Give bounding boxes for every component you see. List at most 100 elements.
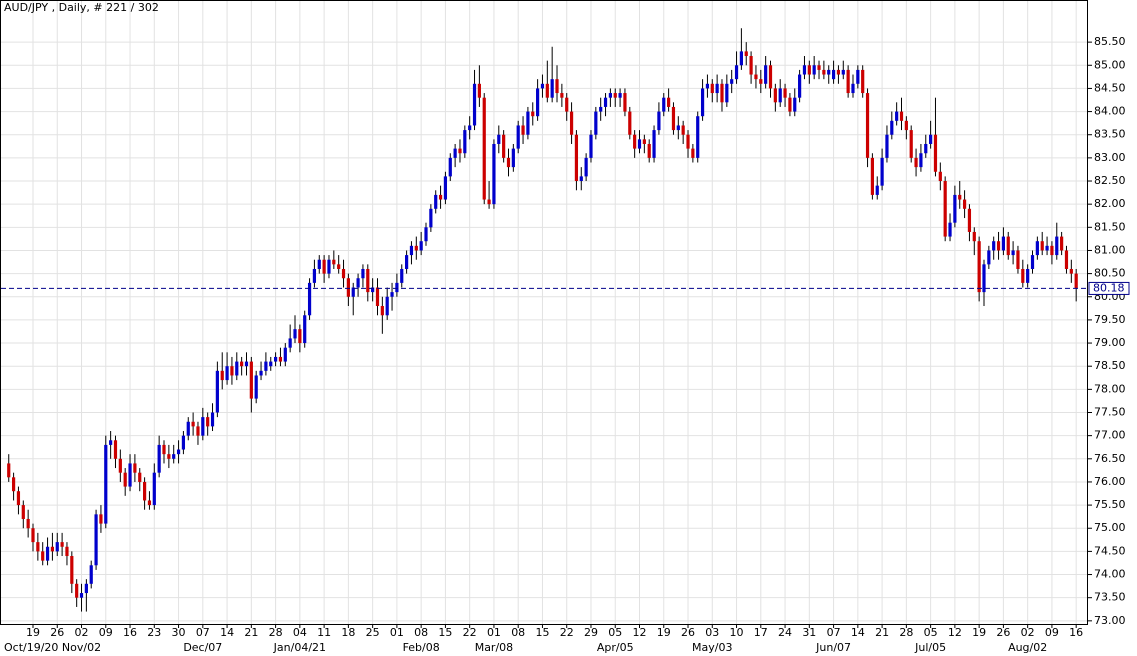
candle-body	[390, 292, 394, 297]
y-tick-label: 83.50	[1094, 128, 1126, 141]
candle-body	[628, 111, 632, 135]
candle-body	[356, 278, 360, 288]
x-month-label: Jan/04/21	[273, 641, 326, 654]
candle-body	[865, 93, 870, 158]
candle-body	[802, 65, 807, 75]
x-month-label: Jul/05	[914, 641, 946, 654]
x-tick-label: 02	[1021, 626, 1035, 639]
candle-body	[783, 88, 787, 98]
candle-body	[249, 361, 253, 399]
candle-body	[744, 51, 748, 57]
x-tick-label: 19	[972, 626, 986, 639]
candle-body	[128, 463, 132, 487]
candle-body	[734, 65, 739, 80]
candle-body	[831, 69, 836, 80]
candle-body	[967, 208, 972, 232]
x-tick-label: 16	[1069, 626, 1083, 639]
candle-body	[987, 250, 991, 265]
candle-body	[647, 143, 651, 158]
candle-body	[798, 74, 802, 98]
candle-body	[536, 88, 540, 117]
candle-body	[21, 505, 25, 519]
chart-title: AUD/JPY , Daily, # 221 / 302	[4, 1, 159, 14]
y-tick-label: 76.50	[1094, 452, 1126, 465]
x-tick-label: 08	[511, 626, 525, 639]
candle-body	[497, 134, 501, 144]
y-tick-label: 74.50	[1094, 544, 1126, 557]
candle-body	[70, 556, 74, 584]
candle-body	[662, 97, 666, 112]
y-tick-label: 84.50	[1094, 81, 1126, 94]
candle-body	[366, 268, 370, 293]
candle-body	[317, 259, 321, 269]
x-tick-label: 01	[487, 626, 501, 639]
candle-body	[84, 583, 88, 594]
candle-body	[244, 361, 249, 367]
y-tick-label: 82.00	[1094, 197, 1126, 210]
candle-body	[880, 157, 884, 186]
y-tick-label: 85.00	[1094, 58, 1126, 71]
candle-body	[16, 491, 21, 506]
candle-body	[1060, 236, 1064, 251]
candle-body	[691, 148, 695, 158]
x-tick-label: 22	[463, 626, 477, 639]
candle-body	[710, 83, 714, 94]
candle-body	[846, 69, 850, 94]
candle-body	[380, 306, 384, 316]
x-tick-label: 07	[196, 626, 210, 639]
candle-body	[958, 194, 962, 200]
candle-body	[715, 83, 719, 94]
x-month-label: Oct/19/20	[4, 641, 58, 654]
y-tick-label: 80.50	[1094, 267, 1126, 280]
candle-body	[773, 88, 777, 103]
x-tick-label: 18	[341, 626, 355, 639]
candle-body	[472, 83, 477, 126]
candle-body	[7, 463, 11, 478]
y-tick-label: 78.00	[1094, 382, 1126, 395]
candle-body	[700, 88, 705, 117]
candle-body	[933, 134, 938, 172]
candle-body	[453, 148, 457, 158]
candle-body	[574, 134, 579, 182]
candle-body	[1026, 268, 1030, 283]
candle-body	[749, 56, 753, 75]
candle-body	[274, 356, 278, 362]
y-tick-label: 73.50	[1094, 591, 1126, 604]
candle-body	[996, 241, 1001, 251]
x-tick-label: 24	[778, 626, 792, 639]
candle-body	[943, 181, 947, 237]
candle-body	[240, 361, 244, 367]
x-month-label: Apr/05	[597, 641, 634, 654]
candle-body	[36, 542, 40, 552]
candle-body	[196, 426, 200, 436]
candle-body	[686, 134, 690, 149]
candle-body	[332, 259, 336, 265]
candle-body	[827, 69, 831, 75]
x-tick-label: 28	[269, 626, 283, 639]
candle-body	[210, 412, 215, 427]
candle-body	[41, 551, 45, 561]
candle-body	[109, 440, 113, 445]
candle-body	[768, 65, 773, 89]
candle-body	[438, 194, 443, 200]
candle-body	[1069, 268, 1073, 274]
candle-body	[608, 93, 612, 98]
y-tick-label: 81.00	[1094, 243, 1126, 256]
candle-body	[341, 268, 346, 279]
candle-body	[895, 111, 899, 121]
candle-body	[584, 157, 588, 177]
candle-body	[75, 583, 79, 598]
candle-body	[696, 116, 700, 158]
x-tick-label: 19	[657, 626, 671, 639]
candle-body	[526, 111, 530, 135]
candle-body	[754, 74, 758, 80]
x-tick-label: 26	[996, 626, 1010, 639]
candle-body	[764, 65, 768, 84]
candle-body	[870, 157, 874, 195]
candle-body	[206, 417, 210, 427]
x-tick-label: 11	[317, 626, 331, 639]
candle-body	[395, 282, 399, 293]
y-tick-label: 75.50	[1094, 498, 1126, 511]
x-tick-label: 12	[948, 626, 962, 639]
candle-body	[1050, 245, 1054, 256]
